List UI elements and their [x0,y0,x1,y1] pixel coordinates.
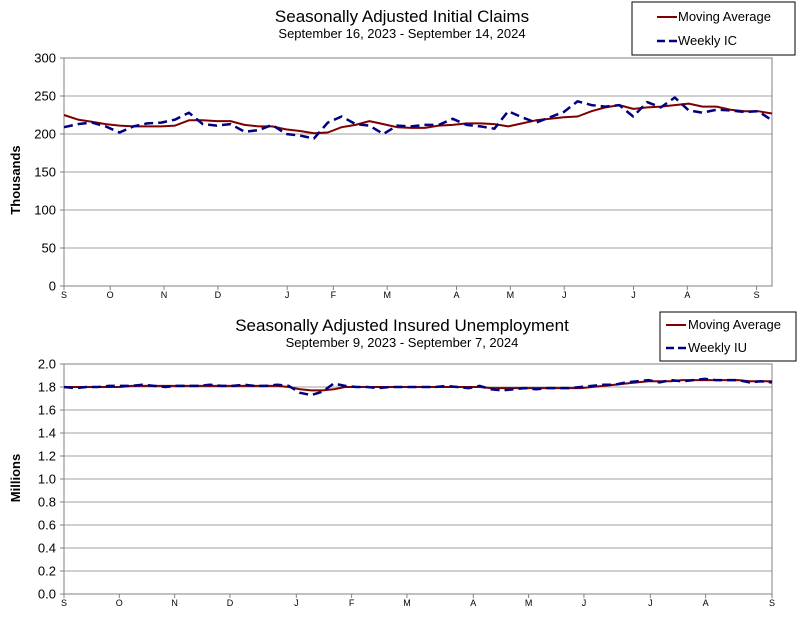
chart1-x-tick-label: M [507,290,515,300]
chart2-x-tick-label: F [349,598,355,608]
chart2-weekly-line [63,377,773,397]
chart2-y-tick-label: 1.4 [38,426,56,441]
chart1-x-tick-label: O [107,290,114,300]
chart2-y-tick-label: 0.4 [38,541,56,556]
chart2-x-tick-label: M [525,598,533,608]
chart1-x-tick-label: D [215,290,222,300]
chart1-y-tick-label: 250 [34,89,56,104]
chart1-series [63,96,773,140]
chart1-x-tick-label: S [754,290,760,300]
chart2-subtitle: September 9, 2023 - September 7, 2024 [286,335,519,350]
chart2-legend-label-moving-average: Moving Average [688,317,781,332]
chart1-y-tick-label: 200 [34,127,56,142]
chart2-y-tick-label: 0.0 [38,587,56,602]
chart2-y-tick-label: 0.6 [38,518,56,533]
chart1-x-tick-label: J [562,290,567,300]
chart1-subtitle: September 16, 2023 - September 14, 2024 [278,26,525,41]
chart2-x-tick-label: A [470,598,476,608]
chart2-y-tick-label: 0.8 [38,495,56,510]
chart2-y-tick-label: 1.6 [38,403,56,418]
chart1-moving-average-line [63,102,773,135]
chart2-legend-box [659,311,797,362]
chart2-gridlines [64,363,772,595]
chart1-x-tick-label: J [285,290,290,300]
chart1-legend: Moving Average Weekly IC [631,1,796,56]
chart2-y-tick-label: 1.2 [38,449,56,464]
chart1-legend-label-weekly: Weekly IC [678,33,737,48]
chart2-x-tick-label: J [582,598,587,608]
chart2-x-tick-label: S [769,598,775,608]
chart1-x-tick-label: S [61,290,67,300]
chart2-x-tick-label: O [116,598,123,608]
chart1-gridlines [64,57,772,287]
chart1-y-tick-label: 50 [42,241,56,256]
chart2-x-tick-label: S [61,598,67,608]
chart2-x-tick-label: N [171,598,178,608]
chart2-y-ticks: 0.0 0.2 0.4 0.6 0.8 1.0 1.2 1.4 1.6 1.8 2.0 [38,357,64,602]
chart2-x-tick-label: D [227,598,234,608]
chart1-x-tick-label: M [383,290,391,300]
chart2-series [63,377,773,397]
chart2-x-tick-label: A [703,598,709,608]
chart1-y-tick-label: 150 [34,165,56,180]
chart1-y-ticks: 0 50 100 150 200 250 300 [34,51,64,294]
chart2-y-tick-label: 2.0 [38,357,56,372]
chart2-y-tick-label: 0.2 [38,564,56,579]
chart1-title: Seasonally Adjusted Initial Claims [275,7,529,26]
chart1-x-tick-label: A [453,290,459,300]
chart1-x-tick-label: J [631,290,636,300]
chart2-legend-label-weekly: Weekly IU [688,340,747,355]
chart1-weekly-line [63,96,773,140]
insured-unemployment-chart: Seasonally Adjusted Insured Unemployment… [8,311,797,608]
chart1-y-tick-label: 0 [49,279,56,294]
chart2-title: Seasonally Adjusted Insured Unemployment [235,316,569,335]
chart1-y-tick-label: 100 [34,203,56,218]
chart2-x-tick-label: J [294,598,299,608]
chart1-legend-label-moving-average: Moving Average [678,9,771,24]
chart1-x-tick-label: F [331,290,337,300]
chart1-y-axis-label: Thousands [8,145,23,214]
chart1-legend-box [631,1,796,56]
chart2-y-tick-label: 1.0 [38,472,56,487]
chart1-y-tick-label: 300 [34,51,56,66]
chart2-legend: Moving Average Weekly IU [659,311,797,362]
chart1-x-tick-label: A [684,290,690,300]
chart2-x-tick-label: J [648,598,653,608]
chart2-y-axis-label: Millions [8,454,23,502]
chart1-x-tick-label: N [161,290,168,300]
initial-claims-chart: Seasonally Adjusted Initial Claims Septe… [8,1,796,300]
chart2-y-tick-label: 1.8 [38,380,56,395]
chart2-x-tick-label: M [403,598,411,608]
